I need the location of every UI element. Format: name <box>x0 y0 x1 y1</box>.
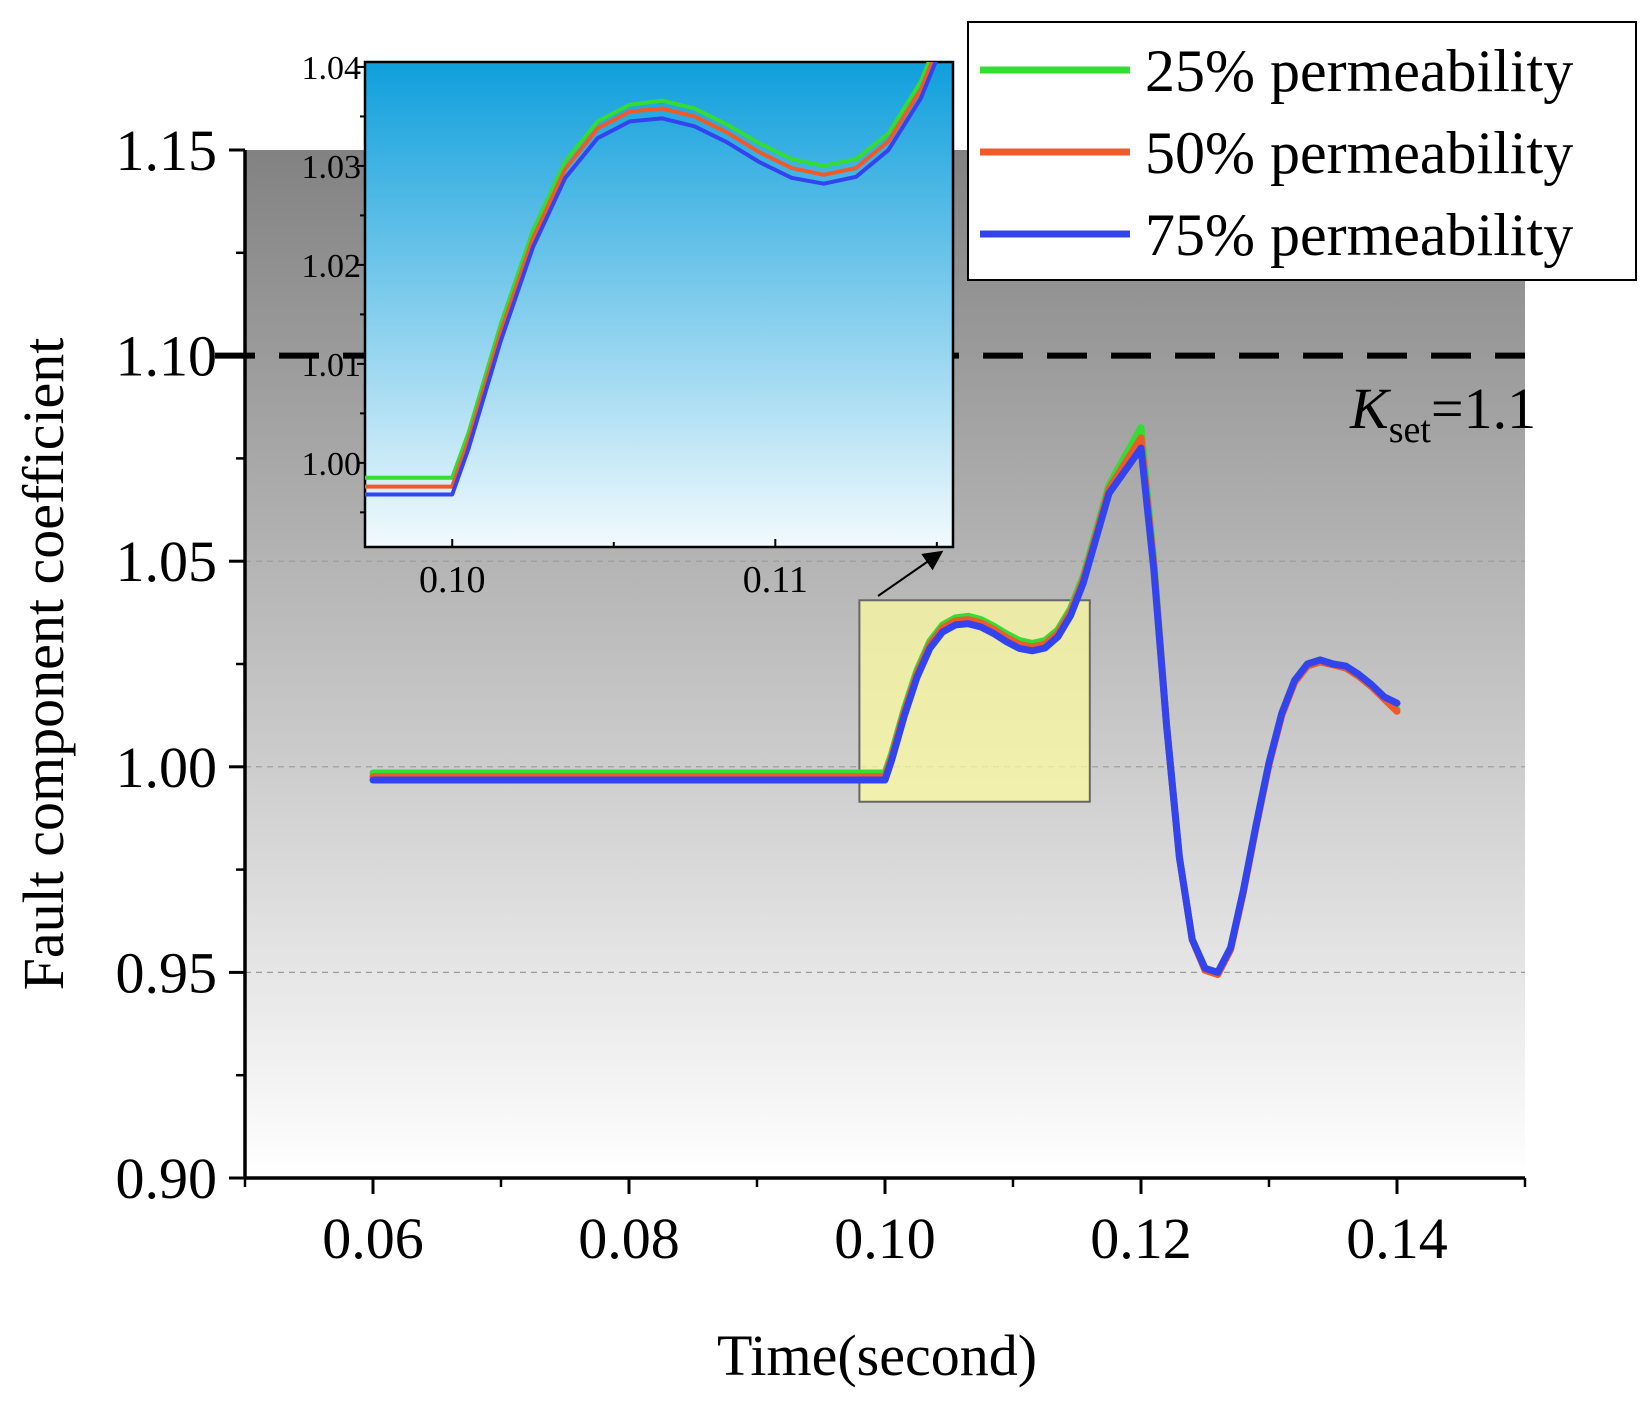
x-tick-label: 0.08 <box>578 1206 680 1271</box>
x-tick-label: 0.10 <box>834 1206 936 1271</box>
legend-label: 75% permeability <box>1145 202 1573 268</box>
y-tick-label: 1.10 <box>116 324 218 389</box>
inset-x-tick-label: 0.11 <box>743 559 808 601</box>
legend-entry: 75% permeability <box>980 202 1573 268</box>
inset-series-lines <box>365 62 938 497</box>
inset-series-line-1 <box>365 62 931 480</box>
legend-label: 50% permeability <box>1145 120 1573 186</box>
y-axis-label: Fault component coefficient <box>11 338 76 991</box>
inset-x-tick-label: 0.10 <box>419 559 486 601</box>
threshold-annotation: Kset=1.1 <box>1349 376 1536 451</box>
x-tick-label: 0.14 <box>1346 1206 1448 1271</box>
y-tick-label: 0.90 <box>116 1146 218 1211</box>
inset-y-tick-label: 1.00 <box>302 446 362 483</box>
zoom-arrow <box>877 550 944 597</box>
legend: 25% permeability 50% permeability 75% pe… <box>967 21 1637 281</box>
inset-x-ticks: 0.10 0.11 <box>419 539 938 601</box>
x-axis-label: Time(second) <box>717 1323 1037 1388</box>
inset-y-tick-label: 1.03 <box>302 149 362 186</box>
inset-y-tick-label: 1.01 <box>302 347 362 384</box>
inset-y-tick-label: 1.04 <box>302 50 362 87</box>
y-axis-ticks: 0.90 0.95 1.00 1.05 1.10 1.15 <box>116 118 245 1211</box>
legend-entry: 25% permeability <box>980 38 1573 104</box>
y-tick-label: 0.95 <box>116 940 218 1005</box>
inset-y-tick-label: 1.02 <box>302 248 362 285</box>
y-tick-label: 1.15 <box>116 118 218 183</box>
inset-series-line-3 <box>365 62 938 497</box>
inset-y-ticks: 1.00 1.01 1.02 1.03 1.04 <box>302 50 365 514</box>
y-tick-label: 1.00 <box>116 735 218 800</box>
x-axis-ticks: 0.06 0.08 0.10 0.12 0.14 <box>243 1178 1527 1271</box>
legend-label: 25% permeability <box>1145 38 1573 104</box>
series-line-3 <box>369 444 1401 976</box>
x-tick-label: 0.12 <box>1090 1206 1192 1271</box>
legend-entry: 50% permeability <box>980 120 1573 186</box>
inset-chart: 0.10 0.11 1.00 1.01 1.02 1.03 1.04 <box>302 50 955 601</box>
x-tick-label: 0.06 <box>322 1206 424 1271</box>
y-tick-label: 1.05 <box>116 529 218 594</box>
series-lines <box>369 424 1401 978</box>
inset-series-line-2 <box>365 62 935 489</box>
